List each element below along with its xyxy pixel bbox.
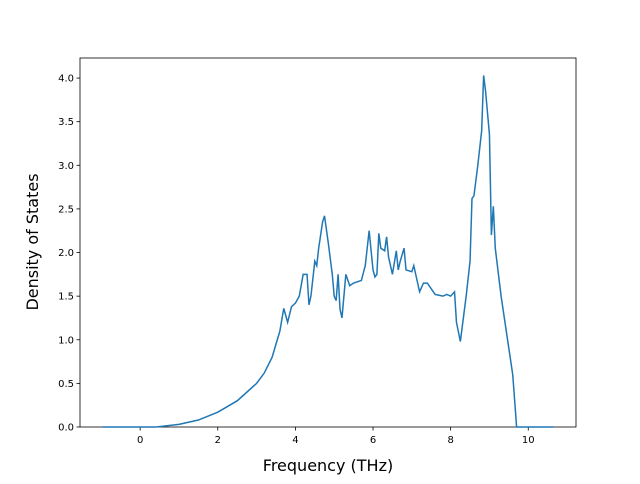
y-tick-label: 1.5 (58, 292, 74, 303)
x-tick-label: 8 (447, 435, 453, 446)
y-tick-label: 1.0 (58, 335, 74, 346)
x-tick-label: 10 (522, 435, 535, 446)
x-tick-label: 6 (370, 435, 376, 446)
y-tick-label: 0.0 (58, 423, 74, 434)
y-tick-label: 3.5 (58, 117, 74, 128)
x-tick-label: 4 (292, 435, 298, 446)
x-tick-label: 2 (215, 435, 221, 446)
plot-frame (79, 57, 577, 428)
y-tick-label: 2.0 (58, 248, 74, 259)
y-tick-label: 2.5 (58, 204, 74, 215)
x-axis-label: Frequency (THz) (263, 456, 393, 475)
y-tick-label: 3.0 (58, 161, 74, 172)
y-tick-label: 0.5 (58, 379, 74, 390)
data-line (102, 75, 554, 428)
y-axis-label: Density of States (23, 173, 42, 310)
x-tick-label: 0 (137, 435, 143, 446)
y-tick-label: 4.0 (58, 74, 74, 85)
